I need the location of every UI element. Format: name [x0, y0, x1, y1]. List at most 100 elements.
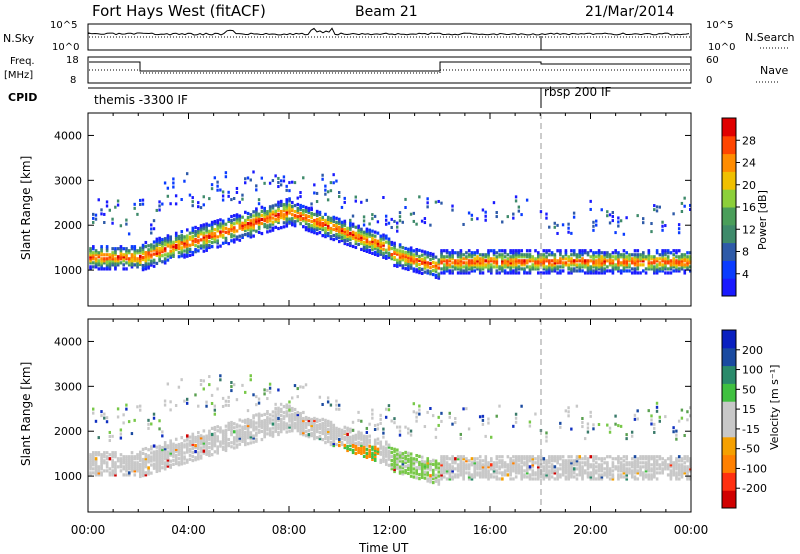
data-cell [675, 259, 678, 263]
data-cell [288, 211, 291, 215]
colorbar-tick-label: 24 [742, 157, 756, 170]
data-cell [224, 428, 228, 432]
data-cell [235, 435, 239, 439]
data-cell [653, 257, 656, 261]
data-cell [371, 451, 374, 455]
data-cell [141, 202, 145, 206]
data-cell [373, 448, 377, 452]
data-cell [205, 248, 208, 252]
data-cell [279, 179, 283, 183]
data-cell [636, 463, 640, 467]
data-cell [313, 212, 316, 217]
data-cell [600, 251, 604, 255]
data-cell [205, 446, 208, 450]
data-cell [448, 469, 452, 473]
data-cell [183, 457, 186, 461]
data-cell [94, 467, 98, 471]
data-cell [282, 423, 286, 427]
data-cell [495, 475, 499, 479]
data-cell [523, 259, 526, 263]
data-cell [559, 467, 562, 471]
data-cell [310, 432, 313, 436]
data-cell [661, 224, 664, 228]
data-cell [279, 211, 283, 216]
data-cell [498, 477, 501, 481]
data-cell [119, 461, 123, 465]
data-cell [174, 437, 178, 441]
data-cell [572, 253, 576, 257]
data-cell [161, 237, 164, 242]
data-cell [462, 257, 465, 261]
data-cell [509, 461, 512, 465]
data-cell [238, 222, 242, 226]
data-cell [177, 457, 181, 461]
data-cell [169, 453, 173, 457]
data-cell [390, 450, 394, 455]
data-cell [606, 469, 609, 473]
data-cell [362, 454, 366, 459]
data-cell [255, 217, 258, 221]
data-cell [202, 245, 206, 249]
data-cell [517, 255, 521, 259]
data-cell [260, 209, 264, 213]
data-cell [625, 437, 628, 441]
y-tick-label: 2000 [54, 219, 82, 232]
data-cell [384, 248, 388, 252]
data-cell [600, 473, 604, 477]
data-cell [174, 243, 178, 248]
data-cell [633, 459, 637, 463]
data-cell [185, 446, 189, 450]
data-cell [114, 463, 117, 467]
colorbar-segment [722, 472, 736, 491]
data-cell [536, 455, 540, 459]
data-cell [525, 265, 529, 269]
data-cell [387, 255, 391, 259]
data-cell [664, 271, 667, 275]
data-cell [393, 455, 396, 459]
data-cell [465, 263, 468, 267]
data-cell [97, 267, 101, 271]
data-cell [324, 228, 327, 233]
data-cell [163, 243, 167, 247]
velocity-x-axis: 00:00 04:00 08:00 12:00 16:00 20:00 00:00 [71, 319, 708, 537]
data-cell [581, 269, 584, 273]
data-cell [351, 450, 355, 455]
data-cell [252, 440, 255, 444]
data-cell [454, 251, 457, 255]
data-cell [426, 473, 430, 477]
data-cell [150, 247, 153, 251]
data-cell [514, 471, 518, 475]
data-cell [293, 220, 297, 224]
data-cell [199, 446, 203, 450]
data-cell [185, 234, 189, 238]
data-cell [603, 253, 606, 257]
data-cell [415, 460, 418, 464]
data-cell [161, 449, 164, 454]
data-cell [431, 476, 435, 481]
data-cell [100, 249, 103, 253]
data-cell [418, 266, 421, 271]
data-cell [122, 457, 126, 461]
data-cell [202, 233, 206, 237]
data-cell [150, 451, 153, 455]
data-cell [130, 465, 134, 469]
data-cell [517, 271, 521, 275]
data-cell [390, 225, 393, 229]
data-cell [481, 418, 485, 422]
data-cell [572, 469, 576, 473]
data-cell [291, 221, 294, 225]
data-cell [418, 464, 421, 469]
data-cell [332, 173, 335, 177]
data-cell [429, 468, 432, 472]
data-cell [315, 219, 319, 224]
data-cell [484, 255, 488, 259]
data-cell [144, 455, 148, 459]
data-cell [257, 422, 261, 426]
data-cell [589, 410, 592, 414]
data-cell [498, 271, 501, 275]
data-cell [155, 469, 159, 474]
data-cell [661, 257, 664, 261]
data-cell [252, 228, 255, 232]
data-cell [401, 254, 405, 258]
data-cell [166, 454, 170, 458]
